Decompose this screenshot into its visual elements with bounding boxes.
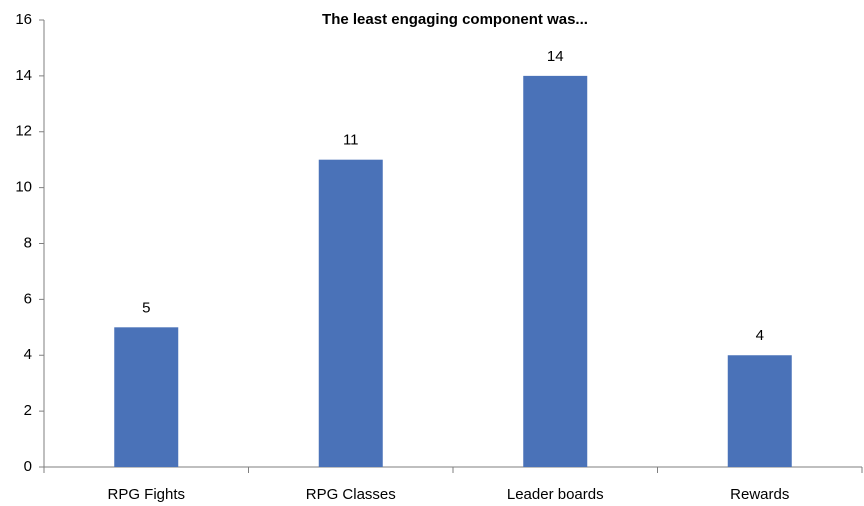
y-tick-label: 4 [24,346,32,363]
y-tick-label: 10 [15,179,32,196]
y-tick-label: 0 [24,458,32,475]
y-tick-label: 16 [15,11,32,28]
y-tick-label: 8 [24,234,32,251]
bar [727,355,792,467]
data-label: 4 [756,327,764,344]
bar [523,75,588,467]
y-tick-label: 6 [24,290,32,307]
bar [318,159,383,467]
x-tick-label: Leader boards [507,486,604,503]
y-tick-label: 12 [15,123,32,140]
data-label: 14 [547,48,564,65]
data-label: 5 [142,299,150,316]
x-tick-label: RPG Fights [107,486,185,503]
y-tick-label: 2 [24,402,32,419]
x-tick-label: RPG Classes [306,486,396,503]
data-label: 11 [343,132,359,149]
y-tick-label: 14 [15,67,32,84]
chart-title: The least engaging component was... [322,11,588,28]
x-tick-label: Rewards [730,486,789,503]
bar [114,327,179,467]
